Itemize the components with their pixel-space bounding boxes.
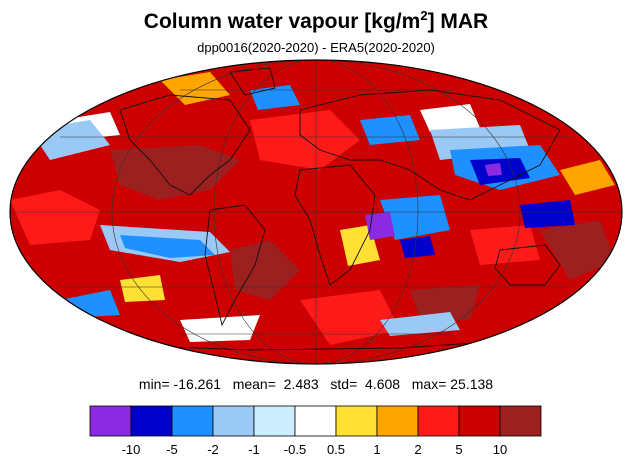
colorbar-box	[130, 405, 173, 437]
colorbar-box	[89, 405, 132, 437]
anomaly-region	[470, 225, 540, 265]
anomaly-region	[300, 290, 400, 345]
colorbar-box	[458, 405, 501, 437]
colorbar-tick-label: 1	[373, 442, 380, 457]
coastline-north-america	[119, 94, 251, 196]
coastline-australia	[494, 244, 561, 286]
anomaly-field	[10, 60, 622, 364]
colorbar-tick-label: -1	[248, 442, 260, 457]
stat-min-label: min=	[138, 376, 170, 392]
title-suffix: ] MAR	[427, 10, 489, 33]
stat-mean-label: mean=	[232, 376, 276, 392]
statistics-line: min= -16.261 mean= 2.483 std= 4.608 max=…	[0, 376, 632, 392]
anomaly-region	[120, 235, 215, 258]
anomaly-region	[180, 315, 260, 342]
stat-max-value: 25.138	[450, 376, 494, 392]
graticule	[10, 60, 622, 364]
colorbar-tick-label: 0.5	[327, 442, 345, 457]
anomaly-region	[520, 200, 575, 228]
anomaly-region	[485, 163, 502, 176]
anomaly-region	[160, 72, 230, 105]
colorbar-boxes	[89, 405, 542, 437]
stat-min-value: -16.261	[173, 376, 222, 392]
colorbar-box	[417, 405, 460, 437]
colorbar-tick-label: 10	[493, 442, 507, 457]
colorbar-box	[171, 405, 214, 437]
anomaly-region	[400, 236, 435, 258]
colorbar-box	[294, 405, 337, 437]
colorbar-tick-label: 2	[414, 442, 421, 457]
coastline-antarctica	[119, 339, 521, 351]
title-main: Column water vapour [kg/m	[143, 10, 421, 33]
stat-mean-value: 2.483	[283, 376, 319, 392]
colorbar-labels: -10 -5 -2 -1 -0.5 0.5 1 2 5 10	[122, 442, 508, 457]
anomaly-region	[10, 190, 100, 245]
coastlines	[119, 67, 561, 351]
coastline-south-america	[204, 204, 266, 327]
colorbar-box	[376, 405, 419, 437]
anomaly-region	[380, 312, 460, 336]
anomaly-region	[250, 110, 360, 170]
world-map	[9, 59, 623, 365]
colorbar-box	[253, 405, 296, 437]
anomaly-region	[110, 145, 240, 200]
stat-std-value: 4.608	[365, 376, 401, 392]
coastline-greenland	[229, 67, 276, 96]
title-superscript: 2	[420, 8, 428, 23]
stat-max-label: max=	[411, 376, 447, 392]
figure-title: Column water vapour [kg/m2] MAR	[0, 8, 632, 34]
coastline-europe-asia	[299, 89, 561, 201]
colorbar-tick-label: -5	[166, 442, 178, 457]
figure-subtitle: dpp0016(2020-2020) - ERA5(2020-2020)	[197, 40, 435, 55]
stat-std-label: std=	[330, 376, 358, 392]
anomaly-region	[540, 220, 615, 280]
anomaly-region	[420, 104, 480, 132]
colorbar-tick-label: -2	[207, 442, 219, 457]
colorbar: -10 -5 -2 -1 -0.5 0.5 1 2 5 10	[89, 405, 542, 457]
anomaly-region	[380, 195, 450, 240]
colorbar-box	[212, 405, 255, 437]
anomaly-region	[560, 160, 615, 195]
colorbar-tick-label: -10	[122, 442, 141, 457]
anomaly-region	[230, 240, 300, 300]
anomaly-region	[360, 115, 420, 145]
anomaly-region	[120, 275, 165, 302]
anomaly-region	[365, 212, 395, 240]
colorbar-box	[335, 405, 378, 437]
colorbar-box	[499, 405, 542, 437]
map-border	[9, 59, 623, 365]
colorbar-tick-label: 5	[455, 442, 462, 457]
colorbar-tick-label: -0.5	[284, 442, 306, 457]
anomaly-region	[410, 285, 480, 320]
coastline-africa	[294, 164, 376, 286]
